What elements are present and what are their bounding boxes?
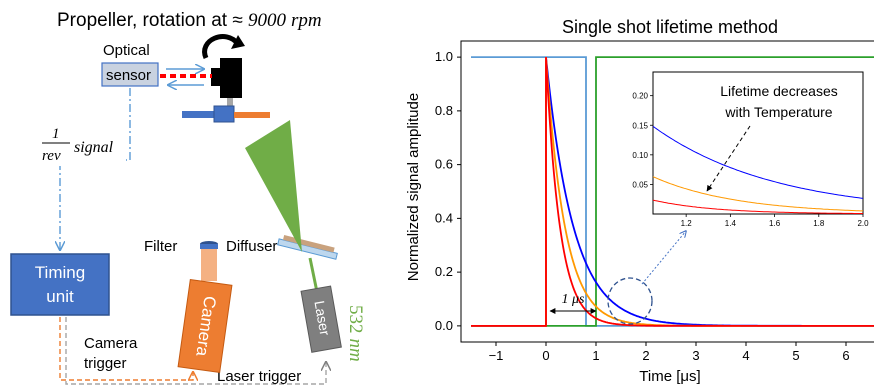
inset-ticks: 1.2 1.4 1.6 1.8 2.0 0.05 0.10 0.15 0.20: [632, 92, 869, 228]
zoom-pointer: [641, 231, 686, 285]
plot-frame: [460, 40, 874, 343]
inset-x-tick-label: 1.2: [681, 219, 693, 228]
inset-annotation-line-2: with Temperature: [724, 104, 832, 120]
laser-beam-cone: [245, 120, 302, 252]
main-series: [471, 56, 874, 327]
inset-y-tick-label: 0.20: [632, 92, 648, 101]
inset-series-line-1: [652, 176, 863, 212]
propeller-hub: [213, 105, 235, 123]
propeller-blade-left: [182, 111, 214, 118]
rev-signal-numerator: 1: [52, 126, 60, 142]
one-microsecond-label: 1 μs: [562, 292, 586, 307]
camera-body: [177, 278, 233, 374]
x-tick-label: 3: [692, 348, 699, 363]
setup-diagram: Propeller, rotation at ≈ 9000 rpm Optical…: [10, 10, 366, 385]
y-tick-label: 0.2: [435, 264, 453, 279]
inset-annotation-bg: [700, 80, 858, 126]
motor-body: [220, 58, 242, 98]
rev-signal-line: [60, 88, 131, 250]
x-tick-label: 1: [592, 348, 599, 363]
rev-signal-word: signal: [74, 139, 114, 156]
axis-ticks: −1 0 1 2 3 4 5 6 0.0 0.2 0.4 0.6 0.8 1.0: [435, 49, 850, 363]
inset-y-tick-label: 0.10: [632, 151, 648, 160]
inset-y-tick-label: 0.15: [632, 121, 648, 130]
optical-sensor-box: [101, 62, 159, 87]
rev-signal-denominator: rev: [42, 148, 61, 164]
rev-signal-label-bg: [36, 126, 126, 166]
x-axis-label: Time [μs]: [639, 368, 700, 385]
diffuser-label: Diffuser: [226, 238, 277, 255]
camera-trigger-label-2: trigger: [84, 355, 127, 372]
optical-sensor-label-1: Optical: [103, 42, 150, 59]
inset-x-tick-label: 1.4: [725, 219, 737, 228]
timing-unit-label-2: unit: [46, 287, 74, 306]
laser-body: [300, 285, 342, 353]
camera-trigger-label-1: Camera: [84, 335, 138, 352]
diffuser: [277, 235, 338, 260]
laser-label: Laser: [311, 299, 333, 337]
x-tick-label: 5: [792, 348, 799, 363]
series-line-4: [471, 57, 874, 327]
inset-series-line-0: [652, 125, 864, 199]
y-tick-label: 0.6: [435, 157, 453, 172]
y-axis-label: Normalized signal amplitude: [405, 93, 422, 281]
inset-series-line-2: [652, 199, 863, 214]
rotation-arrowhead-icon: [231, 35, 245, 49]
temperature-arrow: [706, 125, 751, 192]
chart-title: Single shot lifetime method: [562, 17, 778, 37]
y-tick-label: 0.0: [435, 318, 453, 333]
y-tick-label: 1.0: [435, 49, 453, 64]
timing-unit-label-1: Timing: [35, 263, 85, 282]
inset-annotation-line-1: Lifetime decreases: [720, 83, 838, 99]
x-tick-label: 0: [542, 348, 549, 363]
propeller-blade-right: [234, 112, 270, 118]
inset-y-tick-label: 0.05: [632, 180, 648, 189]
y-tick-label: 0.8: [435, 103, 453, 118]
x-tick-label: 2: [642, 348, 649, 363]
zoom-circle: [607, 277, 653, 325]
propeller-shaft: [227, 98, 233, 112]
inset-x-tick-label: 1.8: [813, 219, 825, 228]
timing-unit-box: [10, 253, 110, 316]
rotation-arrow-icon: [202, 34, 240, 60]
x-tick-label: 4: [742, 348, 749, 363]
wavelength-label: 532nm: [345, 305, 366, 362]
x-tick-label: −1: [489, 348, 504, 363]
y-tick-label: 0.4: [435, 210, 453, 225]
camera-trigger-line: [59, 317, 193, 380]
inset-series: [652, 125, 864, 214]
inset-x-tick-label: 1.6: [769, 219, 781, 228]
laser-trigger-label: Laser trigger: [217, 368, 301, 385]
camera: Camera: [177, 241, 233, 374]
x-tick-label: 6: [842, 348, 849, 363]
inset-x-tick-label: 2.0: [857, 219, 869, 228]
filter-ring: [200, 244, 218, 249]
laser-beam-short: [308, 257, 319, 293]
filter-label: Filter: [144, 238, 177, 255]
motor-mount: [211, 68, 220, 86]
laser-trigger-line: [65, 317, 326, 385]
optical-sensor-label-2: sensor: [106, 67, 151, 84]
camera-lens: [201, 249, 217, 281]
setup-title: Propeller, rotation at ≈ 9000 rpm: [57, 10, 322, 31]
lifetime-chart: Single shot lifetime method Normalized s…: [405, 17, 874, 385]
